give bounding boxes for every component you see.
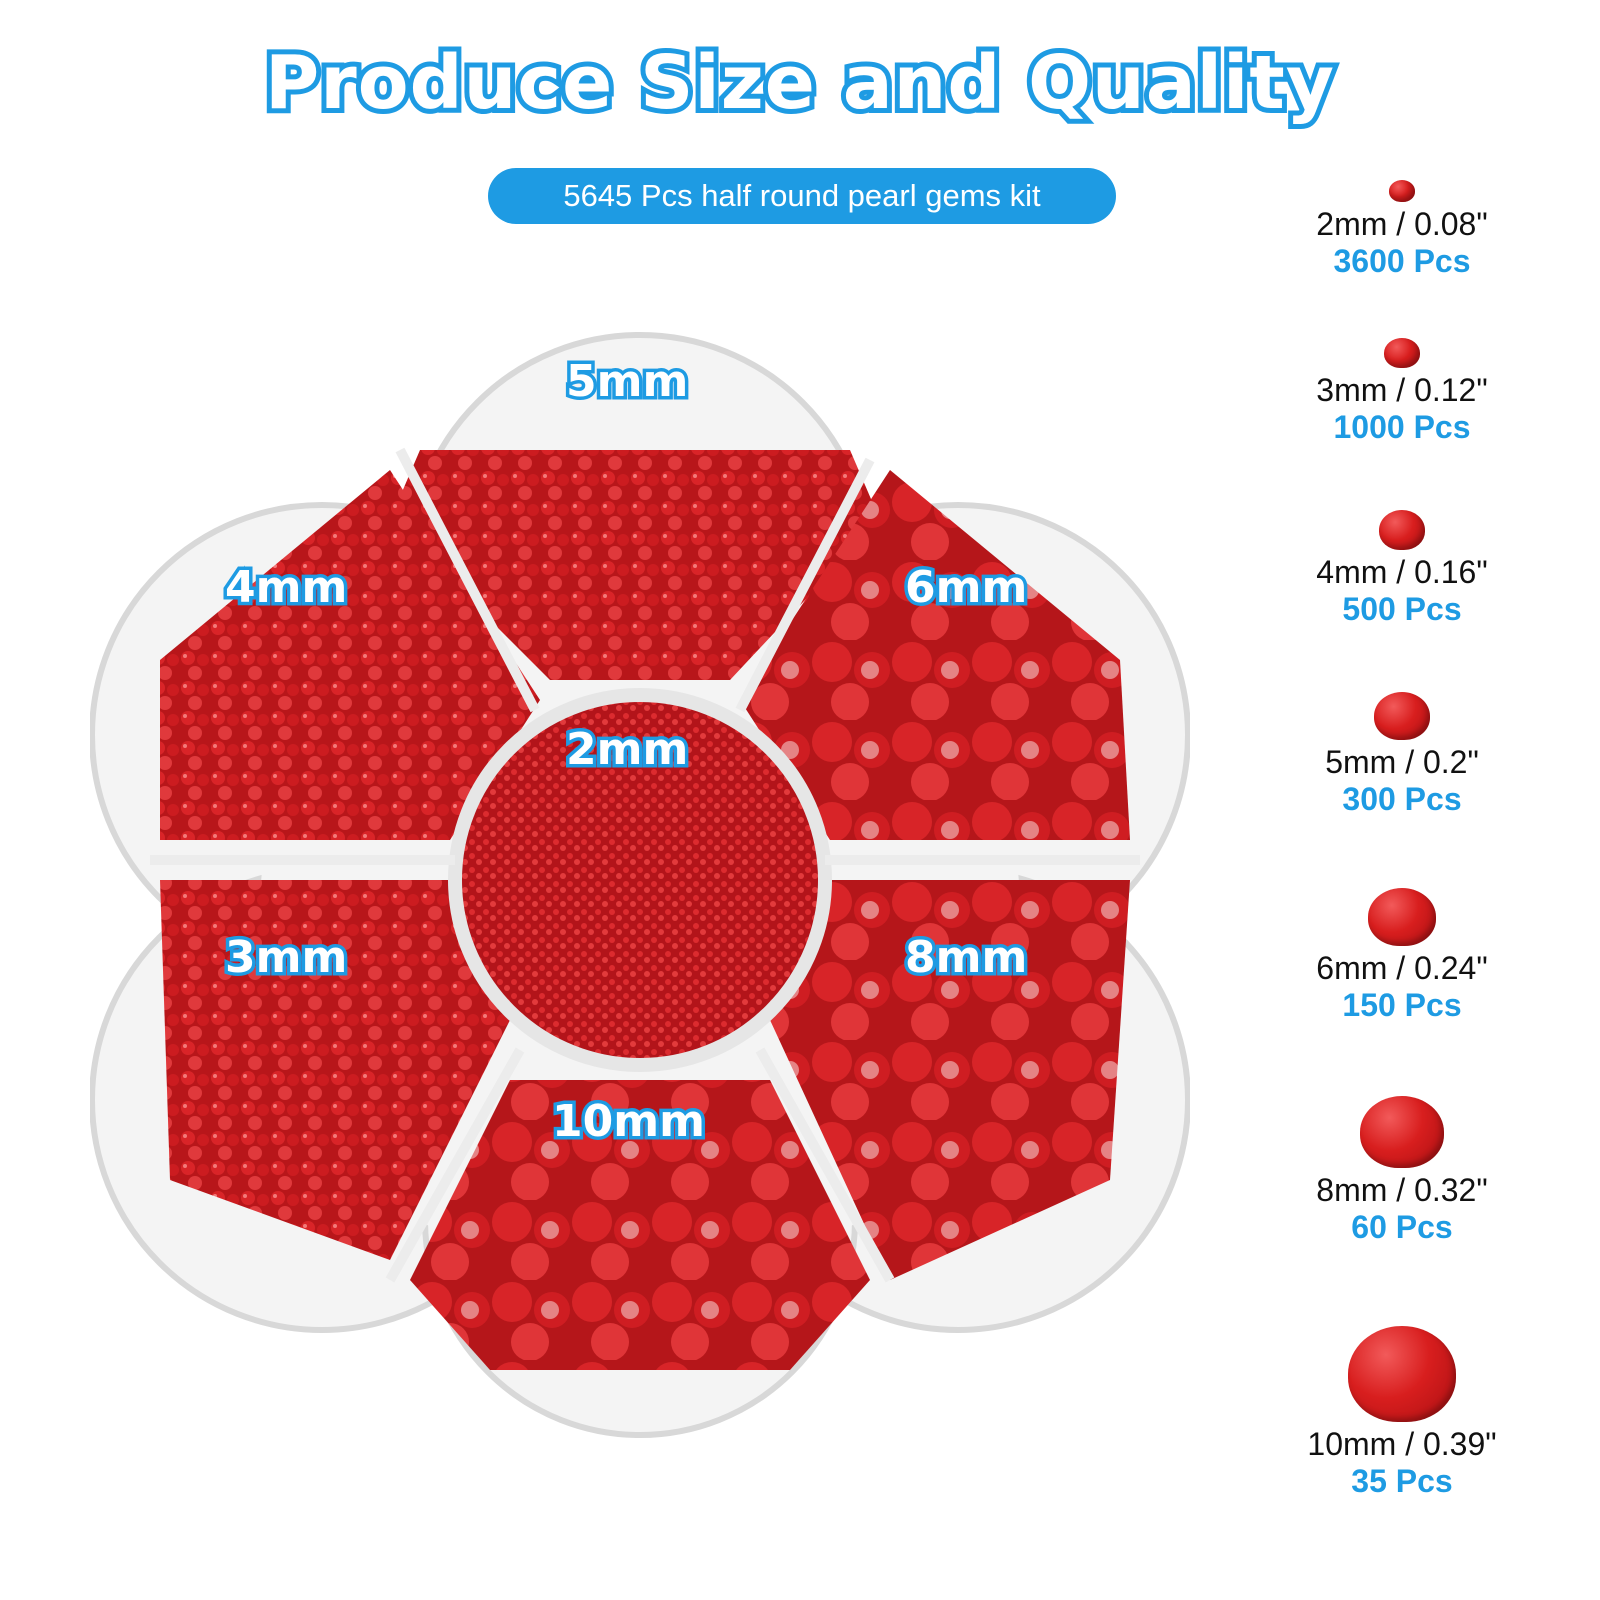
- page-title: Produce Size and Quality: [260, 35, 1339, 131]
- legend-count: 3600 Pcs: [1333, 243, 1471, 279]
- subtitle-badge: 5645 Pcs half round pearl gems kit: [488, 168, 1116, 224]
- legend-count: 150 Pcs: [1342, 987, 1462, 1023]
- compartment-label-3mm: 3mm: [221, 929, 350, 987]
- legend-count: 500 Pcs: [1342, 591, 1462, 627]
- pearl-tray-image: [89, 320, 1191, 1440]
- legend-size: 6mm / 0.24": [1316, 950, 1488, 986]
- legend-item: 6mm / 0.24" 150 Pcs: [1262, 888, 1542, 1024]
- pearl-gem-icon: [1348, 1326, 1456, 1422]
- compartment-label-6mm: 6mm: [901, 559, 1030, 617]
- legend-item: 10mm / 0.39" 35 Pcs: [1262, 1326, 1542, 1500]
- legend-item: 4mm / 0.16" 500 Pcs: [1262, 510, 1542, 628]
- pearl-gem-icon: [1374, 692, 1430, 740]
- legend-size: 10mm / 0.39": [1307, 1426, 1497, 1462]
- legend-count: 300 Pcs: [1342, 781, 1462, 817]
- legend-count: 1000 Pcs: [1333, 409, 1471, 445]
- pearl-gem-icon: [1389, 180, 1415, 202]
- compartment-label-10mm: 10mm: [549, 1093, 709, 1151]
- legend-size: 4mm / 0.16": [1316, 554, 1488, 590]
- compartment-label-4mm: 4mm: [221, 559, 350, 617]
- pearl-gem-icon: [1368, 888, 1436, 946]
- compartment-label-2mm: 2mm: [562, 721, 691, 779]
- legend-item: 5mm / 0.2" 300 Pcs: [1262, 692, 1542, 818]
- legend-count: 35 Pcs: [1351, 1463, 1453, 1499]
- compartment-label-8mm: 8mm: [901, 929, 1030, 987]
- legend-item: 8mm / 0.32" 60 Pcs: [1262, 1096, 1542, 1246]
- pearl-gem-icon: [1384, 338, 1420, 368]
- legend-item: 3mm / 0.12" 1000 Pcs: [1262, 338, 1542, 446]
- pearl-gem-icon: [1360, 1096, 1444, 1168]
- legend-size: 5mm / 0.2": [1325, 744, 1479, 780]
- compartment-label-5mm: 5mm: [562, 353, 691, 411]
- legend-size: 2mm / 0.08": [1316, 206, 1488, 242]
- pearl-gem-icon: [1379, 510, 1425, 550]
- legend-item: 2mm / 0.08" 3600 Pcs: [1262, 180, 1542, 280]
- tray-illustration: [89, 332, 1191, 1438]
- legend-count: 60 Pcs: [1351, 1209, 1453, 1245]
- legend-size: 8mm / 0.32": [1316, 1172, 1488, 1208]
- legend-size: 3mm / 0.12": [1316, 372, 1488, 408]
